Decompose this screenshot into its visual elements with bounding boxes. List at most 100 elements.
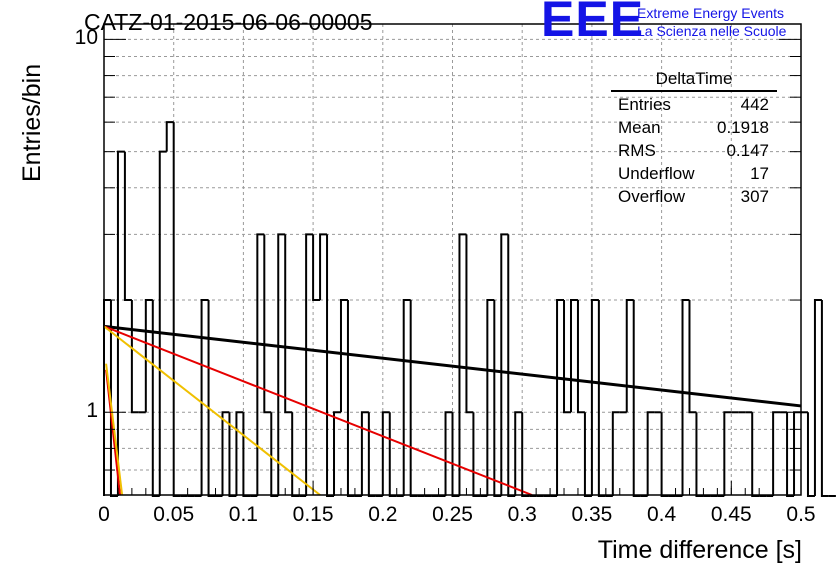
fit-line bbox=[103, 324, 802, 408]
histogram-bin bbox=[486, 299, 495, 496]
logo-caption: Extreme Energy Events La Scienza nelle S… bbox=[637, 4, 786, 40]
stats-row-entries: Entries 442 bbox=[611, 93, 777, 116]
histogram-bin bbox=[688, 300, 697, 414]
stats-row-overflow: Overflow 307 bbox=[611, 185, 777, 208]
y-tick-label: 1 bbox=[86, 399, 98, 423]
histogram-bin bbox=[625, 299, 634, 413]
histogram-bin bbox=[646, 411, 655, 496]
histogram-bin bbox=[695, 412, 704, 497]
histogram-bin bbox=[346, 300, 355, 497]
histogram-bin bbox=[597, 300, 606, 497]
histogram-bin bbox=[326, 234, 335, 497]
histogram-bin bbox=[381, 411, 390, 496]
histogram-bin bbox=[820, 300, 829, 497]
histogram-bin bbox=[660, 412, 669, 497]
stats-value: 17 bbox=[750, 164, 769, 183]
x-tick-label: 0.2 bbox=[368, 503, 398, 526]
histogram-bin bbox=[563, 300, 571, 414]
chart-title: CATZ-01-2015-06-06-00005 bbox=[84, 9, 373, 35]
histogram-bin bbox=[228, 412, 237, 497]
histogram-bin bbox=[751, 412, 760, 497]
histogram-bin bbox=[465, 234, 474, 414]
histogram-bin bbox=[109, 300, 118, 497]
stats-label: Overflow bbox=[618, 187, 686, 206]
y-axis-label: Entries/bin bbox=[18, 63, 46, 182]
histogram-bin bbox=[514, 411, 523, 496]
histogram-bin bbox=[284, 234, 293, 414]
stats-title: DeltaTime bbox=[611, 69, 777, 92]
x-tick-label: 0.1 bbox=[228, 503, 258, 526]
stats-value: 0.1918 bbox=[717, 118, 769, 137]
x-tick-label: 0.25 bbox=[432, 503, 473, 526]
histogram-bin bbox=[409, 300, 418, 497]
histogram-bin bbox=[256, 233, 265, 496]
histogram-bin bbox=[583, 412, 592, 497]
histogram-bin bbox=[235, 411, 244, 496]
histogram-bars bbox=[103, 121, 836, 497]
histogram-bin bbox=[263, 234, 272, 414]
histogram-bin bbox=[632, 300, 641, 497]
stats-value: 307 bbox=[740, 187, 769, 206]
x-axis-label: Time difference [s] bbox=[597, 536, 802, 564]
histogram-bin bbox=[333, 411, 341, 496]
histogram-bin bbox=[793, 411, 801, 496]
fit-line bbox=[103, 325, 533, 496]
histogram-bin bbox=[158, 150, 167, 496]
stats-label: RMS bbox=[618, 141, 656, 160]
histogram-bin bbox=[611, 411, 620, 496]
x-tick-label: 0.15 bbox=[292, 503, 334, 526]
x-tick-label: 0 bbox=[98, 503, 110, 526]
histogram-bin bbox=[576, 300, 585, 414]
stats-row-rms: RMS 0.147 bbox=[611, 139, 777, 162]
histogram-bin bbox=[339, 299, 348, 413]
stats-value: 442 bbox=[740, 95, 769, 114]
histogram-bin bbox=[367, 412, 376, 497]
histogram-bin bbox=[444, 411, 453, 496]
fit-line bbox=[103, 325, 321, 496]
x-tick-label: 0.4 bbox=[646, 503, 677, 526]
stats-box: DeltaTime Entries 442 Mean 0.1918 RMS 0.147… bbox=[611, 69, 777, 208]
histogram-bin bbox=[312, 234, 321, 302]
x-tick-label: 0.05 bbox=[153, 503, 195, 526]
histogram-bin bbox=[242, 412, 251, 497]
fit-lines bbox=[103, 324, 802, 496]
stats-label: Mean bbox=[618, 118, 661, 137]
histogram-bin bbox=[786, 412, 795, 497]
x-tick-label: 0.35 bbox=[571, 503, 613, 526]
histogram-bin bbox=[123, 151, 132, 302]
stats-label: Entries bbox=[618, 95, 671, 114]
histogram-bin bbox=[144, 299, 153, 413]
histogram-bin bbox=[151, 300, 160, 497]
histogram-bin bbox=[451, 412, 460, 497]
histogram-bin bbox=[319, 233, 328, 301]
histogram-bin bbox=[493, 300, 502, 497]
stats-row-mean: Mean 0.1918 bbox=[611, 116, 777, 139]
histogram-bin bbox=[500, 233, 509, 496]
histogram-bin bbox=[556, 299, 565, 496]
histogram-bin bbox=[200, 299, 209, 496]
histogram-bin bbox=[130, 300, 139, 414]
eee-logo: EEE bbox=[541, 0, 645, 47]
stats-row-underflow: Underflow 17 bbox=[611, 162, 777, 185]
histogram-bin bbox=[305, 233, 314, 496]
histogram-bin bbox=[116, 150, 125, 496]
histogram-bin bbox=[277, 233, 286, 496]
histogram-bin bbox=[270, 412, 279, 497]
histogram-bin bbox=[172, 122, 181, 497]
histogram-bin bbox=[360, 411, 369, 496]
histogram-bin bbox=[458, 233, 467, 496]
histogram-bin bbox=[806, 412, 815, 497]
x-tick-label: 0.45 bbox=[710, 503, 752, 526]
histogram-bin bbox=[723, 411, 732, 496]
y-tick-label: 10 bbox=[74, 26, 98, 50]
histogram-bin bbox=[772, 411, 781, 496]
histogram-bin bbox=[813, 299, 822, 496]
histogram-bin bbox=[521, 412, 530, 497]
x-tick-label: 0.5 bbox=[786, 503, 816, 526]
histogram-bin bbox=[590, 299, 599, 496]
histogram-bin bbox=[402, 299, 411, 496]
logo-line-2: La Scienza nelle Scuole bbox=[637, 23, 787, 39]
stats-label: Underflow bbox=[618, 164, 695, 183]
histogram-bin bbox=[472, 412, 481, 497]
